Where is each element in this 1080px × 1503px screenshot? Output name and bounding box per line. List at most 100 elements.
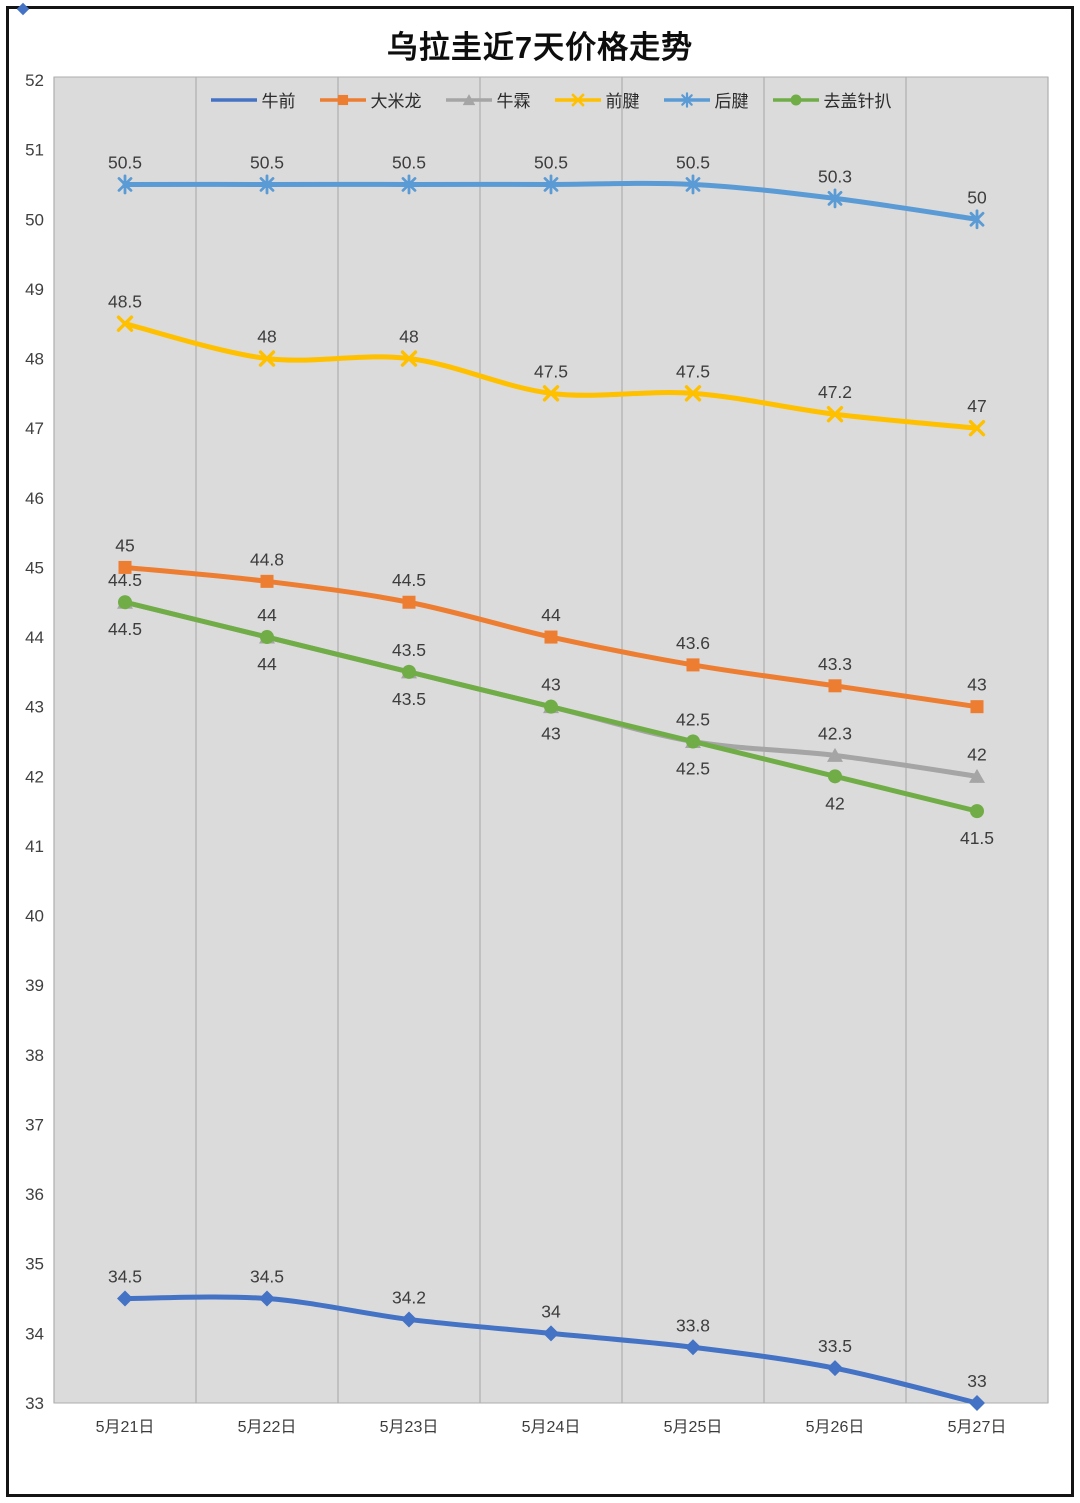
y-tick-label: 45 bbox=[25, 558, 44, 577]
data-label: 42.3 bbox=[818, 723, 852, 743]
series-qian-jian-marker bbox=[258, 350, 276, 367]
data-label: 48.5 bbox=[108, 292, 142, 312]
plot-area bbox=[53, 76, 1049, 1404]
legend-item-niu-lin: 牛霖 bbox=[445, 87, 531, 112]
y-tick-label: 49 bbox=[25, 280, 44, 299]
series-qian-jian-marker bbox=[116, 315, 134, 332]
legend-marker-circle-icon bbox=[772, 94, 819, 105]
series-qian-jian-marker bbox=[968, 419, 986, 437]
series-niu-qian-marker bbox=[543, 1325, 559, 1342]
legend-label: 大米龙 bbox=[370, 92, 422, 111]
data-label: 44.5 bbox=[108, 570, 142, 590]
y-tick-label: 40 bbox=[25, 907, 44, 926]
legend-glyph bbox=[462, 93, 475, 105]
data-label: 44 bbox=[257, 654, 277, 674]
legend-item-hou-jian: 后腱 bbox=[663, 87, 749, 112]
data-label: 34.5 bbox=[250, 1267, 284, 1287]
x-tick-label: 5月24日 bbox=[522, 1419, 581, 1436]
legend-label: 牛前 bbox=[261, 92, 296, 111]
data-label: 44.8 bbox=[250, 549, 284, 569]
data-label: 33.8 bbox=[676, 1315, 710, 1335]
x-tick-label: 5月22日 bbox=[238, 1419, 297, 1436]
series-hou-jian-marker bbox=[827, 188, 843, 209]
y-tick-label: 50 bbox=[25, 210, 44, 229]
data-label: 43 bbox=[541, 724, 560, 744]
series-qian-jian-marker bbox=[542, 385, 560, 402]
y-tick-label: 46 bbox=[25, 489, 44, 508]
legend-glyph bbox=[571, 93, 584, 106]
data-label: 43.3 bbox=[818, 654, 852, 674]
vertical-gridlines bbox=[53, 77, 1049, 1403]
legend-glyph bbox=[680, 91, 693, 108]
series-niu-qian-marker bbox=[827, 1360, 843, 1377]
legend-glyph bbox=[16, 2, 30, 16]
chart-title: 乌拉圭近7天价格走势 bbox=[386, 30, 694, 65]
data-label: 42.5 bbox=[676, 759, 710, 779]
series-niu-lin-labels: 44.5 44 43.5 43 42.5 42.3 42 bbox=[108, 570, 987, 764]
series-qu-gai-zhen-ba-labels: 44.5 44 43.5 43 42.5 42 41.5 bbox=[108, 619, 994, 848]
legend-marker-square-icon bbox=[319, 94, 366, 105]
data-label: 42 bbox=[825, 793, 844, 813]
y-tick-label: 38 bbox=[25, 1046, 44, 1065]
series-hou-jian-marker bbox=[685, 174, 701, 195]
data-label: 48 bbox=[399, 327, 418, 347]
data-label: 42.5 bbox=[676, 710, 710, 730]
series-qian-jian bbox=[116, 315, 986, 437]
legend-label: 牛霖 bbox=[496, 92, 531, 111]
legend-marker-x-icon bbox=[554, 93, 601, 106]
data-label: 50.5 bbox=[676, 152, 710, 172]
y-tick-label: 47 bbox=[25, 419, 44, 438]
legend-label: 后腱 bbox=[714, 92, 749, 111]
series-da-mi-long bbox=[118, 560, 984, 714]
series-hou-jian-marker bbox=[259, 174, 275, 195]
y-tick-label: 44 bbox=[25, 628, 44, 647]
legend-item-niu-qian: 牛前 bbox=[210, 87, 296, 112]
data-label: 47.5 bbox=[534, 361, 568, 381]
series-qu-gai-zhen-ba-marker bbox=[260, 630, 274, 645]
data-label: 34 bbox=[541, 1301, 561, 1321]
series-niu-qian-labels: 34.5 34.5 34.2 34 33.8 33.5 33 bbox=[108, 1267, 987, 1391]
data-label: 33 bbox=[967, 1371, 986, 1391]
series-hou-jian-marker bbox=[401, 174, 417, 195]
x-tick-label: 5月26日 bbox=[806, 1419, 865, 1436]
series-qian-jian-marker bbox=[400, 350, 418, 367]
series-niu-qian-marker bbox=[685, 1339, 701, 1356]
data-label: 44 bbox=[257, 605, 277, 625]
data-label: 50.5 bbox=[534, 152, 568, 172]
data-label: 43.5 bbox=[392, 689, 426, 709]
data-label: 43 bbox=[541, 675, 560, 695]
y-tick-label: 33 bbox=[25, 1394, 44, 1413]
data-label: 33.5 bbox=[818, 1336, 852, 1356]
x-axis-labels: 5月21日 5月22日 5月23日 5月24日 5月25日 5月26日 5月27日 bbox=[96, 1419, 1007, 1436]
series-hou-jian-labels: 50.5 50.5 50.5 50.5 50.5 50.3 50 bbox=[108, 152, 987, 207]
chart-legend: 牛前 大米龙 牛霖 前腱 后腱 去盖针扒 bbox=[54, 87, 1048, 112]
x-tick-label: 5月25日 bbox=[664, 1419, 723, 1436]
y-tick-label: 34 bbox=[25, 1324, 44, 1343]
legend-marker-asterisk-icon bbox=[663, 91, 710, 108]
series-niu-qian-marker bbox=[401, 1311, 417, 1328]
data-label: 50.3 bbox=[818, 166, 852, 186]
series-niu-qian-marker bbox=[117, 1290, 133, 1307]
data-label: 48 bbox=[257, 327, 276, 347]
series-niu-lin-marker bbox=[827, 747, 843, 762]
series-da-mi-long-marker bbox=[544, 630, 558, 644]
series-qu-gai-zhen-ba-marker bbox=[544, 699, 558, 714]
legend-item-qu-gai-zhen-ba: 去盖针扒 bbox=[772, 87, 892, 112]
data-label: 45 bbox=[115, 535, 134, 555]
legend-label: 去盖针扒 bbox=[823, 92, 892, 111]
y-tick-label: 51 bbox=[25, 141, 44, 160]
series-da-mi-long-marker bbox=[970, 700, 984, 714]
y-tick-label: 48 bbox=[25, 350, 44, 369]
y-tick-label: 42 bbox=[25, 767, 44, 786]
legend-marker-diamond-icon bbox=[210, 97, 257, 102]
series-da-mi-long-labels: 45 44.8 44.5 44 43.6 43.3 43 bbox=[115, 535, 986, 694]
series-qu-gai-zhen-ba-marker bbox=[970, 804, 984, 819]
series-niu-qian-marker bbox=[969, 1395, 985, 1411]
series-qu-gai-zhen-ba-marker bbox=[118, 595, 132, 610]
legend-label: 前腱 bbox=[605, 92, 640, 111]
series-qian-jian-labels: 48.5 48 48 47.5 47.5 47.2 47 bbox=[108, 292, 987, 416]
data-label: 47.5 bbox=[676, 361, 710, 381]
series-da-mi-long-marker bbox=[118, 560, 132, 574]
y-tick-label: 52 bbox=[25, 71, 44, 90]
